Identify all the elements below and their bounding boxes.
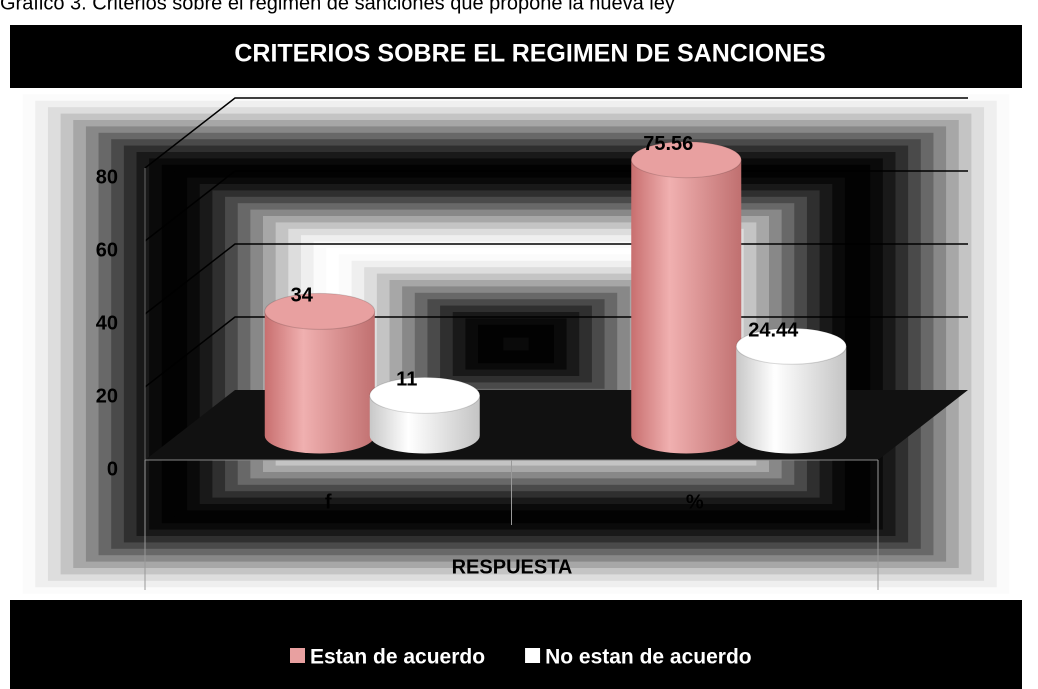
bar (264, 311, 375, 454)
bg-band (503, 337, 529, 351)
y-tick-label: 80 (96, 166, 118, 188)
bar (736, 346, 847, 454)
y-tick-label: 60 (96, 239, 118, 261)
y-tick-label: 40 (96, 312, 118, 334)
legend-label: Estan de acuerdo (310, 646, 485, 669)
bar-top (264, 292, 376, 330)
bar (631, 159, 742, 454)
data-label: 34 (291, 285, 314, 307)
background-gradient (10, 88, 1022, 600)
bar-top (735, 327, 847, 365)
data-label: 11 (396, 369, 417, 391)
bar-top (630, 141, 742, 179)
bar-top (369, 376, 481, 414)
legend-label: No estan de acuerdo (545, 646, 752, 669)
x-tick-label: f (325, 491, 332, 513)
y-tick-label: 0 (107, 458, 118, 480)
legend-swatch (290, 648, 305, 663)
data-label: 75.56 (643, 133, 693, 155)
chart-title: CRITERIOS SOBRE EL REGIMEN DE SANCIONES (234, 40, 825, 68)
x-tick-label: % (686, 491, 704, 513)
y-tick-label: 20 (96, 385, 118, 407)
plot: 0 20 40 60 80 f % RESPUESTA 34 11 75.56 24.44 Estan … (96, 97, 968, 669)
grid-line (144, 97, 968, 169)
x-axis-title: RESPUESTA (452, 556, 573, 578)
legend-swatch (525, 648, 541, 663)
data-label: 24.44 (748, 320, 799, 342)
caption: Gráfico 3. Criterios sobre el regimen de… (0, 0, 675, 14)
